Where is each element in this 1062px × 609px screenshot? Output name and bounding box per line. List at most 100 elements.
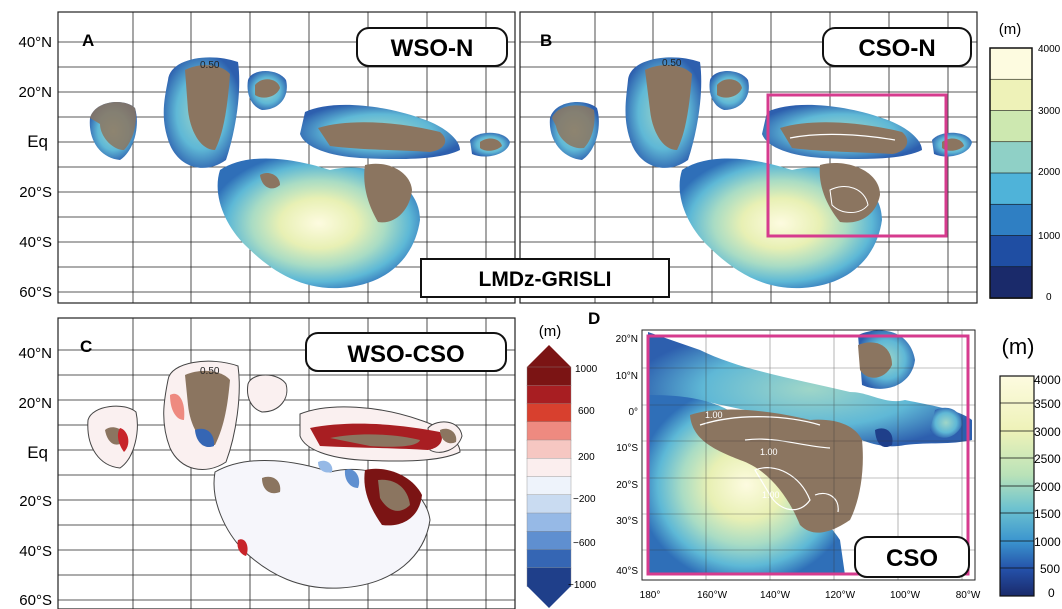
bottom-lat-labels: 40°N 20°N Eq 20°S 40°S 60°S: [18, 345, 52, 609]
colorbar-zoom-tick: 3500: [1034, 397, 1061, 411]
colorbar-ice-swatch: [989, 141, 1033, 174]
model-label-box: [420, 258, 670, 298]
panel-d-contour-label: 1.00: [762, 490, 780, 500]
colorbar-diff-tick: −600: [573, 538, 596, 549]
colorbar-ice-swatch: [989, 47, 1033, 81]
panel-c-contour-label: 0.50: [200, 366, 220, 377]
colorbar-ice-swatch: [989, 110, 1033, 143]
colorbar-diff-swatch: [526, 567, 572, 587]
colorbar-diff-tick: 200: [578, 452, 595, 463]
colorbar-diff-swatches: [526, 366, 572, 587]
colorbar-diff-top-arrow: [527, 345, 571, 367]
colorbar-diff-tick: 600: [578, 406, 595, 417]
colorbar-diff-bottom-arrow: [527, 586, 571, 608]
colorbar-diff-swatch: [526, 494, 572, 514]
panel-d-contour-label: 1.00: [760, 447, 778, 457]
colorbar-ice-swatch: [989, 78, 1033, 112]
top-lat-labels: 40°N 20°N Eq 20°S 40°S 60°S: [18, 34, 52, 301]
panel-d-title-box: [854, 536, 970, 578]
colorbar-diff-swatch: [526, 531, 572, 551]
colorbar-diff-swatch: [526, 476, 572, 496]
colorbar-diff-tick: 1000: [575, 364, 598, 375]
panel-d: D 1.00 1.00 1.00 CSO: [588, 309, 981, 601]
panel-d-title: CSO: [886, 545, 938, 572]
panel-b-highlight-box: [766, 93, 948, 238]
colorbar-ice-swatch: [989, 266, 1033, 299]
colorbar-diff-tick: −1000: [568, 580, 597, 591]
zoom-lon-label: 80°W: [956, 590, 981, 601]
zoom-lon-label: 100°W: [890, 590, 921, 601]
model-label: LMDz-GRISLI: [479, 268, 612, 291]
lat-label: 40°N: [18, 34, 52, 51]
panel-c-letter: C: [80, 337, 92, 356]
panel-b-letter: B: [540, 31, 552, 50]
lat-label: 60°S: [19, 284, 52, 301]
zoom-lat-label: 20°S: [616, 480, 638, 491]
colorbar-ice-tick: 1000: [1038, 231, 1061, 242]
panel-a-title: WSO-N: [391, 35, 474, 62]
zoom-lat-label: 10°N: [616, 371, 638, 382]
panel-a-contour-label: 0.50: [200, 60, 220, 71]
lat-label: 20°S: [19, 493, 52, 510]
panel-b-contour-label: 0.50: [662, 58, 682, 69]
panel-a: 0.50 A WSO-N: [57, 11, 516, 304]
lat-label: 20°N: [18, 84, 52, 101]
colorbar-diff-tick: −200: [573, 494, 596, 505]
panel-c: 0.50 C WSO-CSO: [57, 317, 516, 609]
panel-c-title-box: [305, 332, 507, 372]
colorbar-diff-unit: (m): [539, 323, 562, 340]
zoom-lon-label: 180°: [640, 590, 661, 601]
colorbar-ice-swatches: [989, 47, 1033, 299]
panel-b: 0.50 B CSO-N: [519, 11, 978, 304]
colorbar-zoom-tick: 1000: [1034, 535, 1061, 549]
zoom-lon-label: 140°W: [760, 590, 791, 601]
colorbar-zoom-tick: 1500: [1034, 507, 1061, 521]
colorbar-zoom-tick: 0: [1048, 586, 1055, 600]
colorbar-zoom: (m) 4000 3500 3000 2500 2000 1500 1000 5…: [999, 334, 1061, 600]
panel-d-ice: [648, 330, 972, 575]
colorbar-diff: (m) 1000 600 200 −200 −600 −1000: [526, 323, 598, 608]
panel-d-highlight-box: [646, 334, 970, 576]
panel-c-anomalies: [105, 370, 457, 556]
zoom-lon-label: 120°W: [825, 590, 856, 601]
panel-a-title-box: [356, 27, 508, 67]
panel-d-contour-label: 1.00: [705, 410, 723, 420]
panel-d-letter: D: [588, 309, 600, 328]
lat-label: 40°S: [19, 234, 52, 251]
colorbar-diff-swatch: [526, 385, 572, 405]
colorbar-zoom-unit: (m): [1002, 334, 1035, 359]
zoom-lat-label: 20°N: [616, 334, 638, 345]
colorbar-zoom-tick: 4000: [1034, 373, 1061, 387]
panel-a-letter: A: [82, 31, 94, 50]
colorbar-diff-swatch: [526, 549, 572, 569]
lat-label: 40°S: [19, 543, 52, 560]
panel-b-title: CSO-N: [858, 35, 935, 62]
lat-label: Eq: [27, 443, 48, 462]
zoom-lat-label: 40°S: [616, 566, 638, 577]
zoom-lon-label: 160°W: [697, 590, 728, 601]
colorbar-ice-swatch: [989, 172, 1033, 206]
panel-d-grid: [642, 330, 975, 580]
colorbar-zoom-tick: 2500: [1034, 452, 1061, 466]
colorbar-zoom-tick: 2000: [1034, 480, 1061, 494]
colorbar-diff-swatch: [526, 458, 572, 478]
panel-c-title: WSO-CSO: [347, 341, 464, 368]
colorbar-zoom-tick: 500: [1040, 562, 1060, 576]
lat-label: 20°S: [19, 184, 52, 201]
panel-a-ice: [89, 57, 510, 289]
lat-label: Eq: [27, 132, 48, 151]
zoom-lat-label: 10°S: [616, 443, 638, 454]
colorbar-diff-swatch: [526, 403, 572, 423]
panel-b-ice: [549, 57, 972, 289]
colorbar-diff-swatch: [526, 439, 572, 459]
colorbar-ice: (m) 4000 3000 2000 1000 0: [989, 21, 1061, 303]
lat-label: 40°N: [18, 345, 52, 362]
panel-b-title-box: [822, 27, 972, 67]
colorbar-ice-frame: [989, 47, 1033, 299]
colorbar-zoom-tick: 3000: [1034, 425, 1061, 439]
colorbar-diff-swatch: [526, 366, 572, 386]
colorbar-diff-swatch: [526, 421, 572, 441]
colorbar-ice-tick: 3000: [1038, 106, 1061, 117]
zoom-lat-label: 30°S: [616, 516, 638, 527]
